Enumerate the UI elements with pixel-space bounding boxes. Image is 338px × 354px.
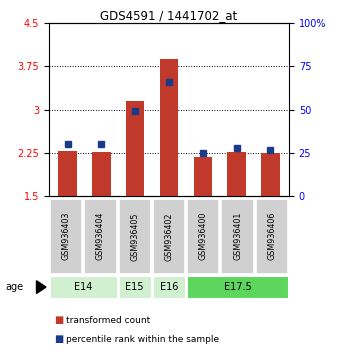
Bar: [261, 153, 280, 196]
Text: E17.5: E17.5: [224, 282, 251, 292]
Text: percentile rank within the sample: percentile rank within the sample: [66, 335, 219, 344]
Text: E16: E16: [160, 282, 178, 292]
Bar: [221, 199, 254, 274]
Bar: [160, 59, 178, 196]
Text: GSM936401: GSM936401: [233, 212, 242, 261]
Text: GSM936403: GSM936403: [62, 212, 71, 261]
Bar: [92, 152, 111, 196]
Text: ■: ■: [54, 315, 63, 325]
Text: age: age: [5, 282, 23, 292]
Bar: [193, 157, 212, 196]
Text: GDS4591 / 1441702_at: GDS4591 / 1441702_at: [100, 9, 238, 22]
Text: E15: E15: [125, 282, 144, 292]
Bar: [153, 276, 185, 298]
Text: GSM936400: GSM936400: [199, 212, 208, 261]
Text: transformed count: transformed count: [66, 316, 150, 325]
Bar: [256, 199, 288, 274]
Bar: [58, 152, 77, 196]
Bar: [153, 199, 185, 274]
Text: GSM936406: GSM936406: [267, 212, 276, 261]
Text: GSM936402: GSM936402: [165, 212, 173, 261]
Bar: [119, 199, 151, 274]
Bar: [126, 101, 145, 196]
Bar: [84, 199, 117, 274]
Bar: [50, 199, 82, 274]
Bar: [119, 276, 151, 298]
Text: E14: E14: [74, 282, 93, 292]
Text: GSM936405: GSM936405: [130, 212, 139, 261]
Bar: [50, 276, 117, 298]
Text: GSM936404: GSM936404: [96, 212, 105, 261]
Polygon shape: [37, 281, 46, 293]
Bar: [187, 276, 288, 298]
Bar: [187, 199, 219, 274]
Text: ■: ■: [54, 334, 63, 344]
Bar: [227, 152, 246, 196]
